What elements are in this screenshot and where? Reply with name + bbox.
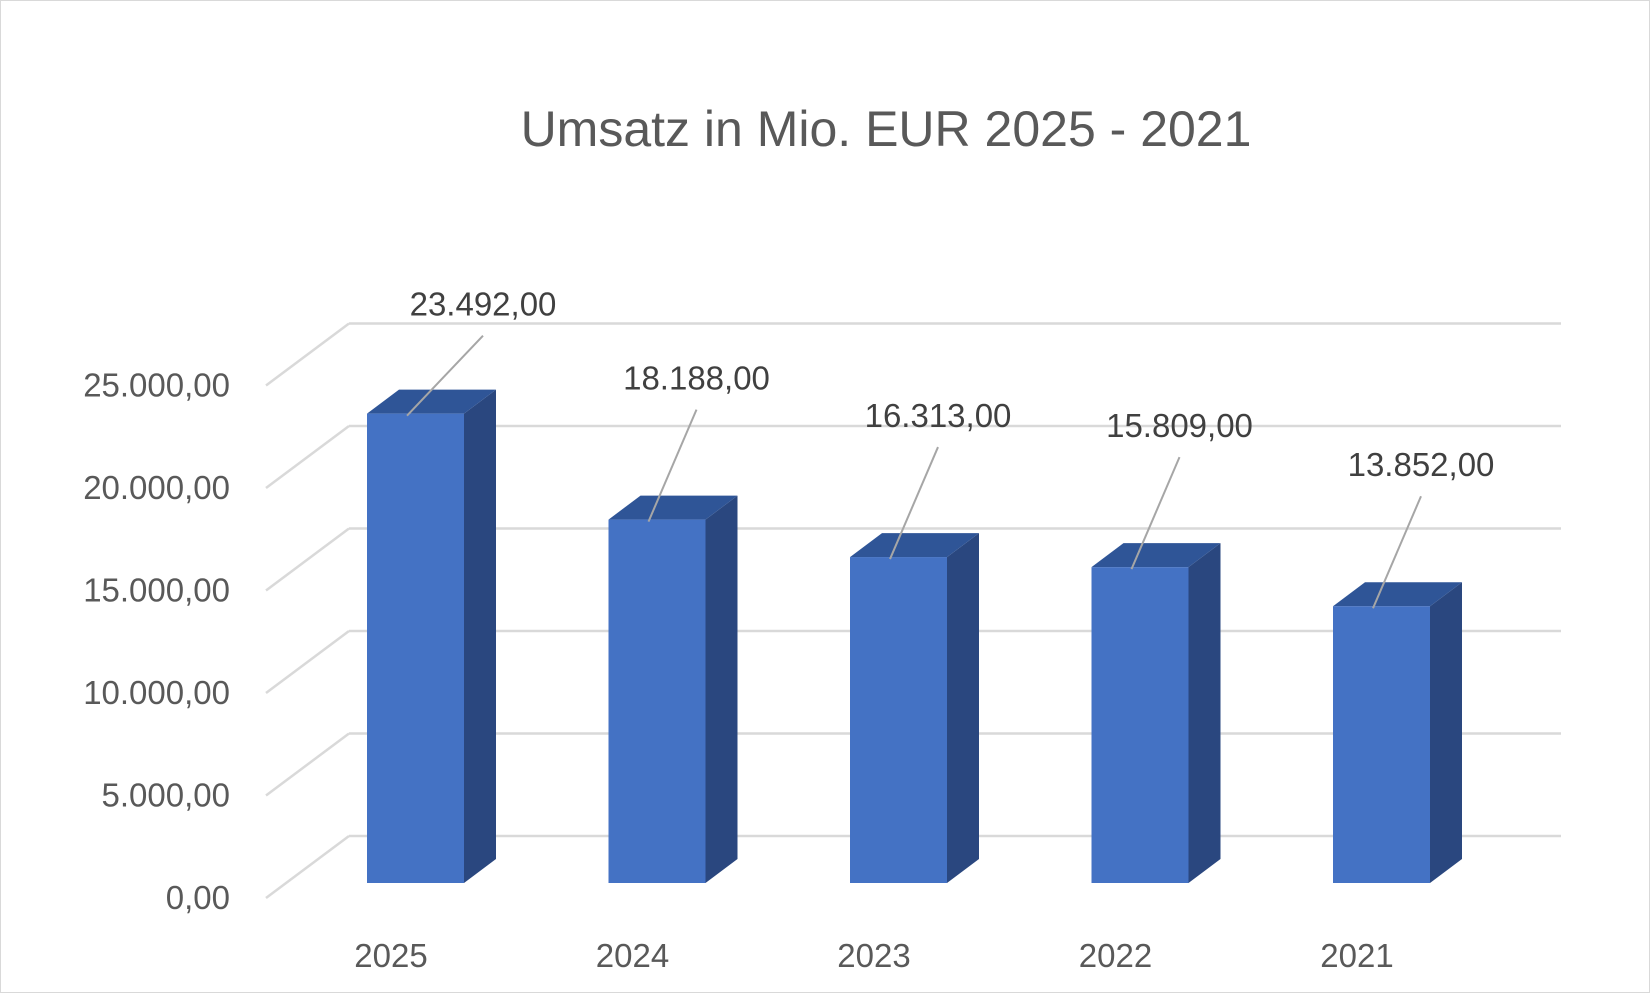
bar-top <box>850 533 979 558</box>
data-label: 13.852,00 <box>1348 446 1495 483</box>
bar-2025 <box>367 389 496 883</box>
y-axis: 0,00 5.000,00 10.000,00 15.000,00 20.000,00 2… <box>83 367 230 917</box>
x-tick-label: 2025 <box>354 937 427 974</box>
bar-front <box>850 557 947 883</box>
y-tick-label: 5.000,00 <box>102 777 230 814</box>
x-tick-label: 2022 <box>1079 937 1152 974</box>
data-label: 23.492,00 <box>410 286 557 323</box>
y-tick-label: 20.000,00 <box>83 469 230 506</box>
y-tick-label: 0,00 <box>166 879 230 916</box>
bar-front <box>367 413 464 883</box>
bars <box>367 389 1462 883</box>
bar-top <box>608 495 738 520</box>
bar-front <box>1091 567 1189 883</box>
gridline-diagonal <box>265 732 350 797</box>
chart-title: Umsatz in Mio. EUR 2025 - 2021 <box>521 101 1252 157</box>
bar-2021 <box>1333 582 1462 883</box>
bar-2024 <box>608 495 738 883</box>
data-label: 15.809,00 <box>1106 407 1253 444</box>
bar-2022 <box>1091 543 1221 883</box>
x-tick-label: 2024 <box>596 937 669 974</box>
y-tick-label: 15.000,00 <box>83 572 230 609</box>
gridline-diagonal <box>265 322 350 387</box>
leader-line <box>647 409 698 522</box>
y-tick-label: 25.000,00 <box>83 367 230 404</box>
x-axis: 2025 2024 2023 2022 2021 <box>354 937 1393 974</box>
bar-side <box>1430 582 1462 883</box>
bar-front <box>608 519 706 883</box>
leader-line <box>406 334 484 417</box>
bar-top <box>1091 543 1221 568</box>
leader-line <box>889 446 939 560</box>
bar-side <box>947 533 979 883</box>
gridline-diagonal <box>265 834 350 900</box>
gridline-diagonal <box>265 629 350 695</box>
gridline-diagonal <box>265 527 350 592</box>
bar-top <box>1333 582 1462 607</box>
bar-side <box>705 495 738 883</box>
bar-top <box>367 389 496 414</box>
data-labels: 23.492,00 18.188,00 16.313,00 15.809,00 13.8… <box>406 286 1495 609</box>
gridline-diagonal <box>265 424 350 490</box>
data-label: 18.188,00 <box>623 360 770 397</box>
bar-side <box>1188 543 1221 883</box>
leader-line <box>1130 456 1181 570</box>
bar-front <box>1333 606 1430 883</box>
leader-line <box>1372 495 1422 609</box>
y-tick-label: 10.000,00 <box>83 674 230 711</box>
x-tick-label: 2021 <box>1320 937 1393 974</box>
data-label: 16.313,00 <box>865 397 1012 434</box>
bar-2023 <box>850 533 979 883</box>
bar-side <box>464 389 496 883</box>
x-tick-label: 2023 <box>837 937 910 974</box>
